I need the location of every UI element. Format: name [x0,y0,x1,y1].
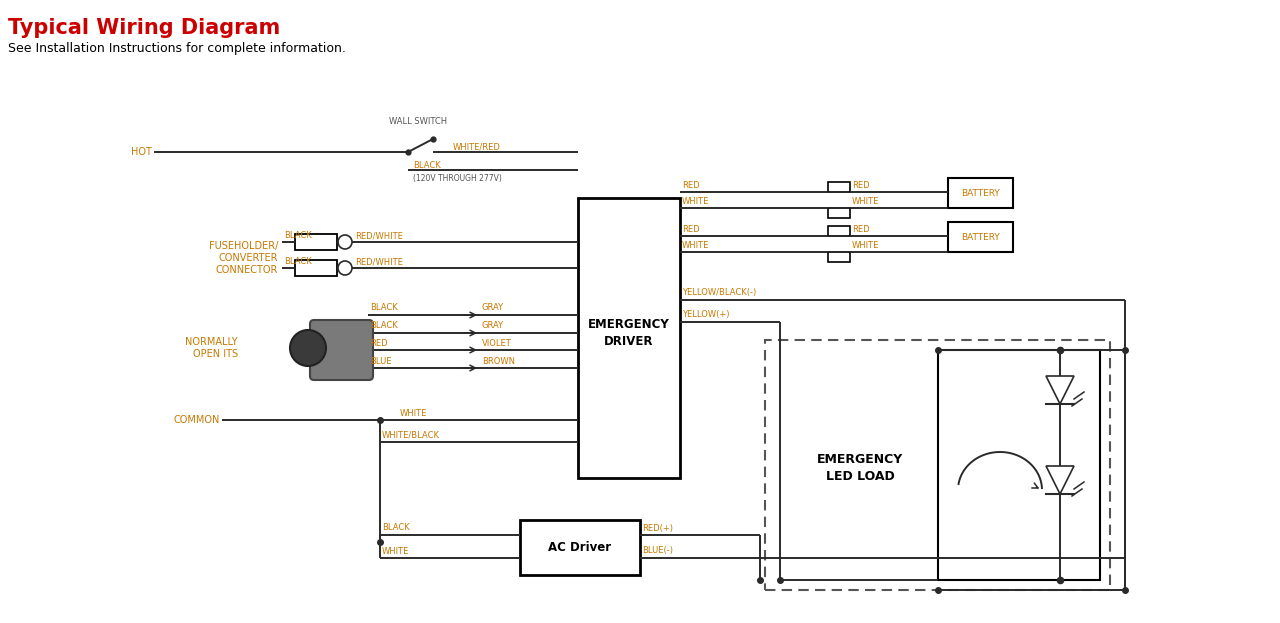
Bar [765,340,1110,590]
Bar [828,208,850,218]
Text: BLACK: BLACK [370,303,398,313]
Text: WHITE: WHITE [852,197,879,206]
Text: COMMON: COMMON [174,415,220,425]
Text: RED: RED [370,338,388,348]
Circle shape [338,235,352,249]
Text: BATTERY: BATTERY [961,232,1000,242]
Text: RED: RED [852,226,869,234]
Text: GRAY: GRAY [483,303,504,313]
Text: AC Driver: AC Driver [548,541,612,554]
Bar [948,178,1012,208]
Circle shape [291,330,326,366]
Text: NORMALLY
OPEN ITS: NORMALLY OPEN ITS [186,337,238,359]
Bar [828,182,850,192]
Text: BATTERY: BATTERY [961,189,1000,197]
Text: RED/WHITE: RED/WHITE [355,257,403,267]
Text: Typical Wiring Diagram: Typical Wiring Diagram [8,18,280,38]
Text: YELLOW(+): YELLOW(+) [682,310,730,320]
Text: BLACK: BLACK [370,321,398,330]
Text: EMERGENCY
LED LOAD: EMERGENCY LED LOAD [817,453,904,483]
Bar [828,252,850,262]
Bar [828,226,850,236]
Text: RED/WHITE: RED/WHITE [355,232,403,240]
Text: RED(+): RED(+) [643,523,673,533]
Bar [948,222,1012,252]
Text: (120V THROUGH 277V): (120V THROUGH 277V) [413,174,502,184]
Text: BLACK: BLACK [381,523,410,533]
Text: FUSEHOLDER/
CONVERTER
CONNECTOR: FUSEHOLDER/ CONVERTER CONNECTOR [209,240,278,275]
Text: BLUE(-): BLUE(-) [643,546,673,556]
Text: See Installation Instructions for complete information.: See Installation Instructions for comple… [8,42,346,55]
Bar [579,198,680,478]
Bar [520,520,640,575]
Bar [938,350,1100,580]
Text: WHITE: WHITE [682,242,709,250]
Text: WHITE/BLACK: WHITE/BLACK [381,430,440,439]
Circle shape [338,261,352,275]
Text: BROWN: BROWN [483,356,515,366]
Text: BLACK: BLACK [284,232,312,240]
Text: HOT: HOT [131,147,152,157]
Text: BLACK: BLACK [413,161,440,169]
Text: VIOLET: VIOLET [483,338,512,348]
Polygon shape [1046,466,1074,494]
Text: WHITE/RED: WHITE/RED [453,143,500,151]
Text: WALL SWITCH: WALL SWITCH [389,118,447,126]
Text: BLACK: BLACK [284,257,312,267]
Text: RED: RED [852,181,869,191]
Text: RED: RED [682,226,700,234]
Text: WHITE: WHITE [399,409,428,417]
Text: WHITE: WHITE [852,242,879,250]
Text: RED: RED [682,181,700,191]
Bar [294,234,337,250]
Text: WHITE: WHITE [682,197,709,206]
Text: EMERGENCY
DRIVER: EMERGENCY DRIVER [588,318,669,348]
Text: YELLOW/BLACK(-): YELLOW/BLACK(-) [682,288,756,298]
Text: WHITE: WHITE [381,546,410,556]
FancyBboxPatch shape [310,320,372,380]
Text: BLUE: BLUE [370,356,392,366]
Text: GRAY: GRAY [483,321,504,330]
Polygon shape [1046,376,1074,404]
Bar [294,260,337,276]
